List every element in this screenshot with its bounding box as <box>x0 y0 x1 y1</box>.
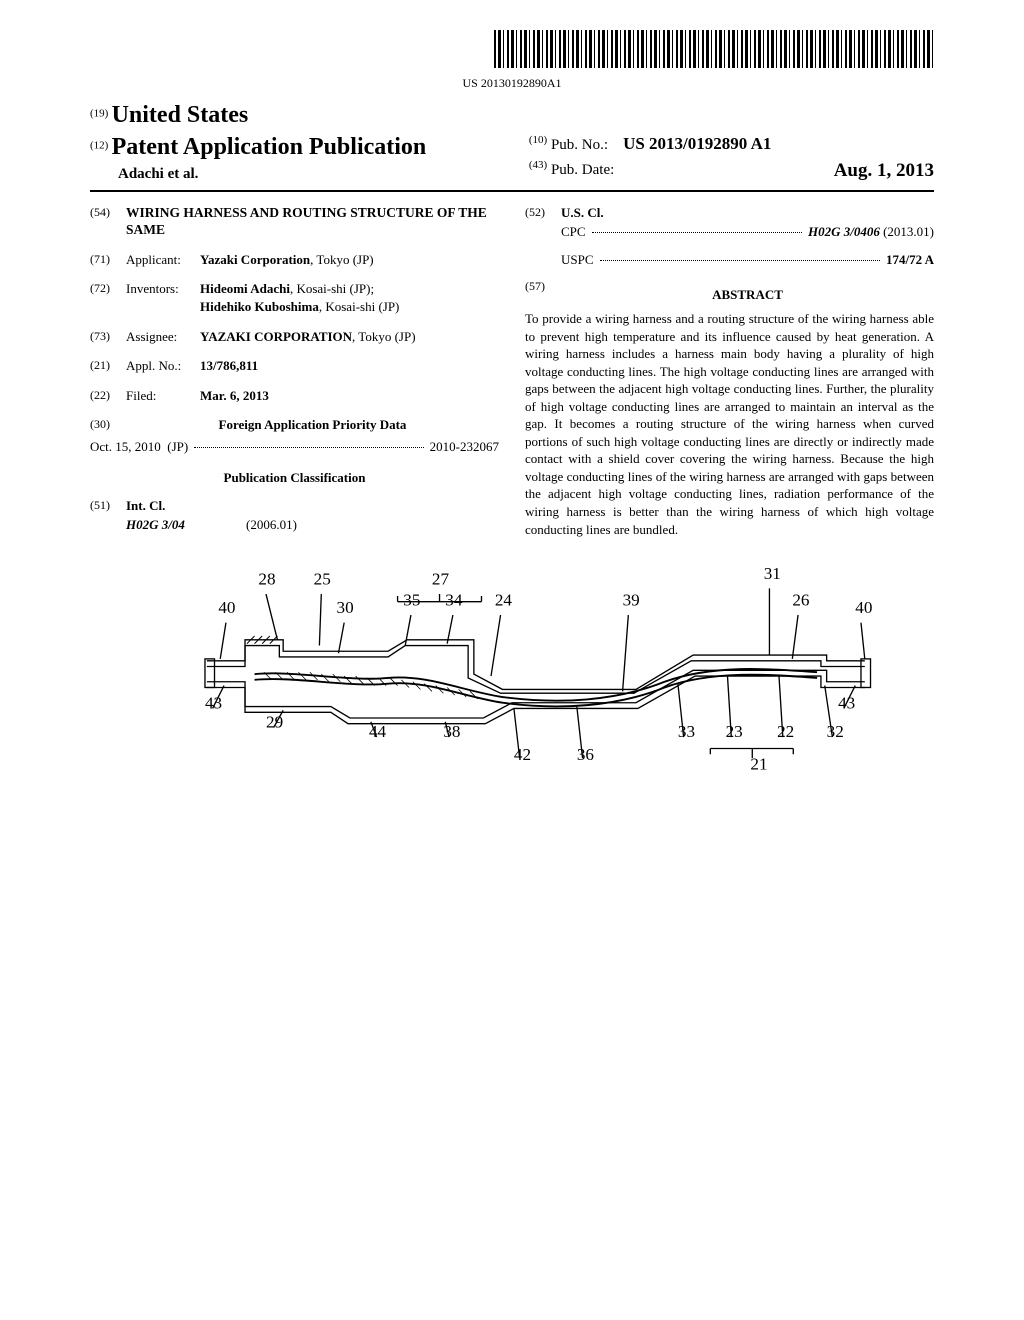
inventor1-loc: , Kosai-shi (JP); <box>290 281 374 296</box>
uspc-value: 174/72 A <box>886 251 934 269</box>
inid-uscl: (52) <box>525 204 561 222</box>
ref-label: 21 <box>750 755 767 774</box>
assignee-loc: , Tokyo (JP) <box>352 329 416 344</box>
foreign-date: Oct. 15, 2010 <box>90 438 161 456</box>
ref-label: 35 <box>403 591 420 610</box>
ref-label: 43 <box>838 694 855 713</box>
applicant-label: Applicant: <box>126 251 200 269</box>
intcl-label: Int. Cl. <box>126 497 499 515</box>
intcl-year: (2006.01) <box>246 516 297 534</box>
abstract-text: To provide a wiring harness and a routin… <box>525 310 934 538</box>
ref-label: 22 <box>777 722 794 741</box>
ref-label: 33 <box>678 722 695 741</box>
biblio-columns: (54) WIRING HARNESS AND ROUTING STRUCTUR… <box>90 204 934 538</box>
ref-label: 27 <box>432 570 450 589</box>
inid-filed: (22) <box>90 387 126 405</box>
inid-pubtype: (12) <box>90 140 108 152</box>
ref-label: 28 <box>258 570 275 589</box>
abstract-heading: ABSTRACT <box>561 286 934 304</box>
dotted-leader-icon <box>600 251 880 261</box>
inid-pubdate: (43) <box>529 159 547 171</box>
ref-label: 36 <box>577 745 595 764</box>
inventors-label: Inventors: <box>126 280 200 315</box>
pubno-label: Pub. No.: <box>551 137 608 153</box>
applno-label: Appl. No.: <box>126 357 200 375</box>
cpc-label: CPC <box>561 223 586 241</box>
dotted-leader-icon <box>194 438 423 448</box>
inid-abstract: (57) <box>525 278 561 310</box>
ref-label: 31 <box>764 564 781 583</box>
ref-label: 34 <box>445 591 463 610</box>
barcode-icon <box>494 30 934 68</box>
applno-value: 13/786,811 <box>200 357 499 375</box>
ref-label: 25 <box>314 570 331 589</box>
ref-label: 44 <box>369 722 387 741</box>
ref-label: 42 <box>514 745 531 764</box>
authors: Adachi et al. <box>90 164 495 184</box>
pubclass-heading: Publication Classification <box>90 469 499 487</box>
inid-inventors: (72) <box>90 280 126 315</box>
foreign-heading: Foreign Application Priority Data <box>126 416 499 434</box>
inventor2: Hidehiko Kuboshima <box>200 299 319 314</box>
ref-label: 29 <box>266 713 283 732</box>
inid-applicant: (71) <box>90 251 126 269</box>
applicant-loc: , Tokyo (JP) <box>310 252 374 267</box>
inid-intcl: (51) <box>90 497 126 515</box>
left-column: (54) WIRING HARNESS AND ROUTING STRUCTUR… <box>90 204 499 538</box>
assignee-label: Assignee: <box>126 328 200 346</box>
ref-label: 26 <box>792 591 810 610</box>
barcode-region: US 20130192890A1 <box>90 30 934 91</box>
pubdate-label: Pub. Date: <box>551 162 614 178</box>
header: (19) United States (12) Patent Applicati… <box>90 99 934 192</box>
inid-pubno: (10) <box>529 134 547 146</box>
ref-label: 32 <box>827 722 844 741</box>
country: United States <box>112 102 249 128</box>
right-column: (52) U.S. Cl. CPC H02G 3/0406 (2013.01) … <box>525 204 934 538</box>
inid-country: (19) <box>90 107 108 119</box>
inid-title: (54) <box>90 204 126 239</box>
uspc-label: USPC <box>561 251 594 269</box>
inid-foreign: (30) <box>90 416 126 434</box>
inid-applno: (21) <box>90 357 126 375</box>
intcl-code: H02G 3/04 <box>126 516 246 534</box>
applicant-value: Yazaki Corporation <box>200 252 310 267</box>
dotted-leader-icon <box>592 223 802 233</box>
pubdate-value: Aug. 1, 2013 <box>834 158 934 184</box>
cpc-year: (2013.01) <box>883 223 934 241</box>
title: WIRING HARNESS AND ROUTING STRUCTURE OF … <box>126 204 499 239</box>
cpc-value: H02G 3/0406 <box>808 223 880 241</box>
pubno-value: US 2013/0192890 A1 <box>623 134 771 153</box>
ref-label: 40 <box>855 598 872 617</box>
pub-type: Patent Application Publication <box>112 134 427 160</box>
ref-label: 23 <box>726 722 743 741</box>
assignee-value: YAZAKI CORPORATION <box>200 329 352 344</box>
ref-label: 24 <box>495 591 513 610</box>
barcode-text: US 20130192890A1 <box>90 75 934 91</box>
ref-label: 40 <box>218 598 235 617</box>
inventor1: Hideomi Adachi <box>200 281 290 296</box>
ref-label: 43 <box>205 694 222 713</box>
figure-svg: 21 22 23 24 25 26 27 28 29 30 31 32 33 34 35 36 38 39 42 44… <box>102 562 922 792</box>
figure: 21 22 23 24 25 26 27 28 29 30 31 32 33 34 35 36 38 39 42 44… <box>90 562 934 797</box>
filed-value: Mar. 6, 2013 <box>200 387 499 405</box>
filed-label: Filed: <box>126 387 200 405</box>
uscl-label: U.S. Cl. <box>561 204 934 222</box>
ref-label: 38 <box>443 722 460 741</box>
foreign-num: 2010-232067 <box>430 438 499 456</box>
foreign-country: (JP) <box>167 438 188 456</box>
inid-assignee: (73) <box>90 328 126 346</box>
inventor2-loc: , Kosai-shi (JP) <box>319 299 400 314</box>
ref-label: 39 <box>623 591 640 610</box>
ref-label: 30 <box>337 598 354 617</box>
